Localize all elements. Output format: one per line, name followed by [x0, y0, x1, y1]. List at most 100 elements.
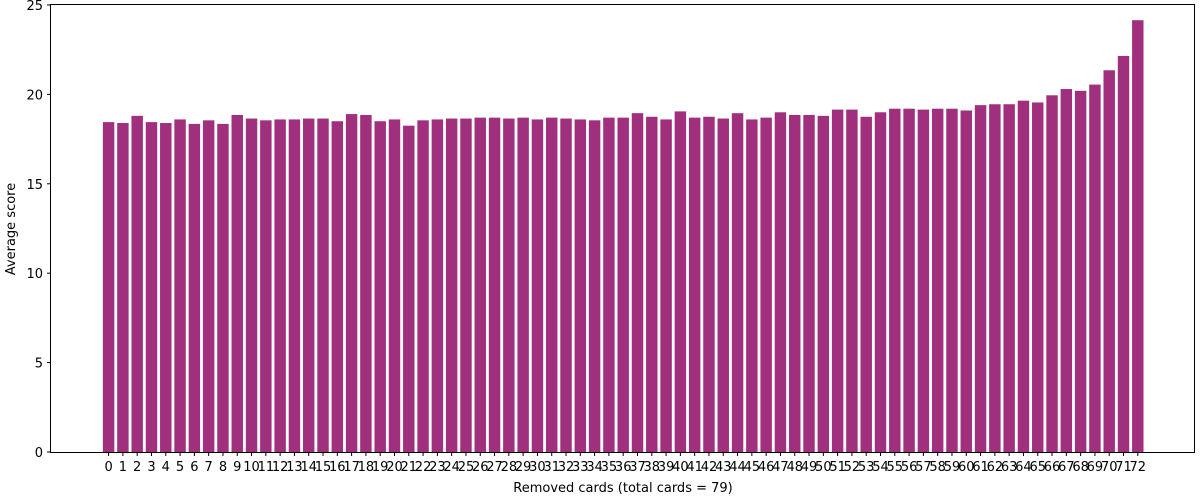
- x-tick-label-15: 15: [315, 460, 332, 475]
- x-tick-label-49: 49: [801, 460, 818, 475]
- bar-21: [403, 125, 415, 452]
- x-tick-label-27: 27: [486, 460, 503, 475]
- bar-53: [860, 116, 872, 452]
- x-tick-label-12: 12: [272, 460, 289, 475]
- bar-43: [717, 118, 729, 452]
- bars-group: [102, 20, 1144, 453]
- x-tick-label-28: 28: [501, 460, 518, 475]
- bar-11: [260, 120, 272, 452]
- plot-frame: [50, 4, 1195, 453]
- bar-20: [388, 119, 401, 453]
- x-tick-label-10: 10: [243, 460, 260, 475]
- bar-42: [703, 116, 715, 452]
- y-tick-label-15: 15: [26, 178, 43, 193]
- bar-1: [117, 123, 129, 452]
- bar-41: [688, 117, 701, 452]
- bar-37: [631, 113, 644, 453]
- bar-18: [360, 114, 372, 453]
- y-tick-label-10: 10: [26, 267, 43, 282]
- x-tick-label-46: 46: [758, 460, 775, 475]
- x-tick-label-39: 39: [658, 460, 675, 475]
- bar-26: [474, 117, 486, 452]
- bar-46: [760, 117, 772, 452]
- x-tick-label-13: 13: [286, 460, 303, 475]
- x-tick-label-33: 33: [572, 460, 589, 475]
- x-axis-ticks: 0 1 2 3 4 5 6 7 8 9 101112131415161718192021222324…: [104, 452, 1146, 475]
- x-tick-label-68: 68: [1072, 460, 1089, 475]
- x-tick-label-26: 26: [472, 460, 489, 475]
- x-tick-label-42: 42: [701, 460, 718, 475]
- bar-24: [445, 118, 458, 452]
- bar-14: [303, 118, 315, 452]
- x-tick-label-22: 22: [415, 460, 432, 475]
- x-tick-label-41: 41: [686, 460, 703, 475]
- x-tick-label-47: 47: [772, 460, 789, 475]
- bar-22: [417, 120, 429, 452]
- bar-2: [131, 115, 143, 453]
- x-tick-label-48: 48: [786, 460, 803, 475]
- bar-38: [646, 116, 658, 452]
- x-tick-label-66: 66: [1044, 460, 1061, 475]
- bar-10: [245, 118, 258, 452]
- bar-69: [1089, 84, 1101, 452]
- bar-3: [145, 122, 158, 453]
- bar-48: [789, 114, 801, 453]
- bar-16: [331, 121, 344, 452]
- bar-35: [603, 117, 615, 452]
- x-tick-label-31: 31: [543, 460, 560, 475]
- x-tick-label-30: 30: [529, 460, 546, 475]
- x-tick-label-24: 24: [443, 460, 460, 475]
- x-tick-label-25: 25: [458, 460, 475, 475]
- y-axis-ticks: 0 5 10 15 20 25: [26, 0, 51, 461]
- bar-50: [817, 115, 830, 453]
- x-tick-label-3: 3: [147, 460, 155, 475]
- x-tick-label-69: 69: [1087, 460, 1104, 475]
- bar-17: [345, 114, 358, 452]
- bar-59: [946, 108, 958, 452]
- x-tick-label-64: 64: [1015, 460, 1032, 475]
- x-tick-label-35: 35: [601, 460, 618, 475]
- y-axis-title: Average score: [4, 183, 19, 275]
- x-tick-label-51: 51: [829, 460, 846, 475]
- bar-55: [889, 108, 901, 452]
- x-tick-label-1: 1: [119, 460, 127, 475]
- bar-60: [960, 110, 972, 453]
- bar-63: [1003, 104, 1015, 452]
- bar-51: [831, 109, 844, 452]
- x-tick-label-32: 32: [558, 460, 575, 475]
- y-tick-label-20: 20: [26, 88, 43, 103]
- bar-66: [1046, 95, 1058, 452]
- x-tick-label-34: 34: [586, 460, 603, 475]
- x-axis-title: Removed cards (total cards = 79): [513, 481, 732, 496]
- bar-6: [188, 123, 201, 453]
- bar-54: [874, 112, 887, 452]
- bar-45: [746, 119, 758, 453]
- x-tick-label-4: 4: [162, 460, 170, 475]
- x-tick-label-59: 59: [944, 460, 961, 475]
- x-tick-label-58: 58: [929, 460, 946, 475]
- x-tick-label-62: 62: [987, 460, 1004, 475]
- x-tick-label-5: 5: [176, 460, 184, 475]
- x-tick-label-21: 21: [401, 460, 418, 475]
- x-tick-label-60: 60: [958, 460, 975, 475]
- bar-15: [317, 118, 329, 452]
- bar-19: [374, 121, 386, 452]
- bar-9: [231, 114, 243, 453]
- bar-28: [503, 118, 515, 452]
- bar-34: [588, 120, 601, 452]
- bar-72: [1132, 20, 1144, 452]
- x-tick-label-2: 2: [133, 460, 141, 475]
- x-tick-label-71: 71: [1115, 460, 1132, 475]
- x-tick-label-50: 50: [815, 460, 832, 475]
- bar-56: [903, 108, 915, 452]
- bar-65: [1032, 102, 1044, 452]
- bar-13: [288, 119, 301, 453]
- bar-12: [274, 119, 286, 453]
- x-tick-label-65: 65: [1029, 460, 1046, 475]
- bar-7: [202, 120, 215, 452]
- bar-64: [1017, 100, 1030, 452]
- bar-4: [160, 123, 172, 452]
- x-tick-label-6: 6: [190, 460, 198, 475]
- bar-67: [1060, 89, 1073, 452]
